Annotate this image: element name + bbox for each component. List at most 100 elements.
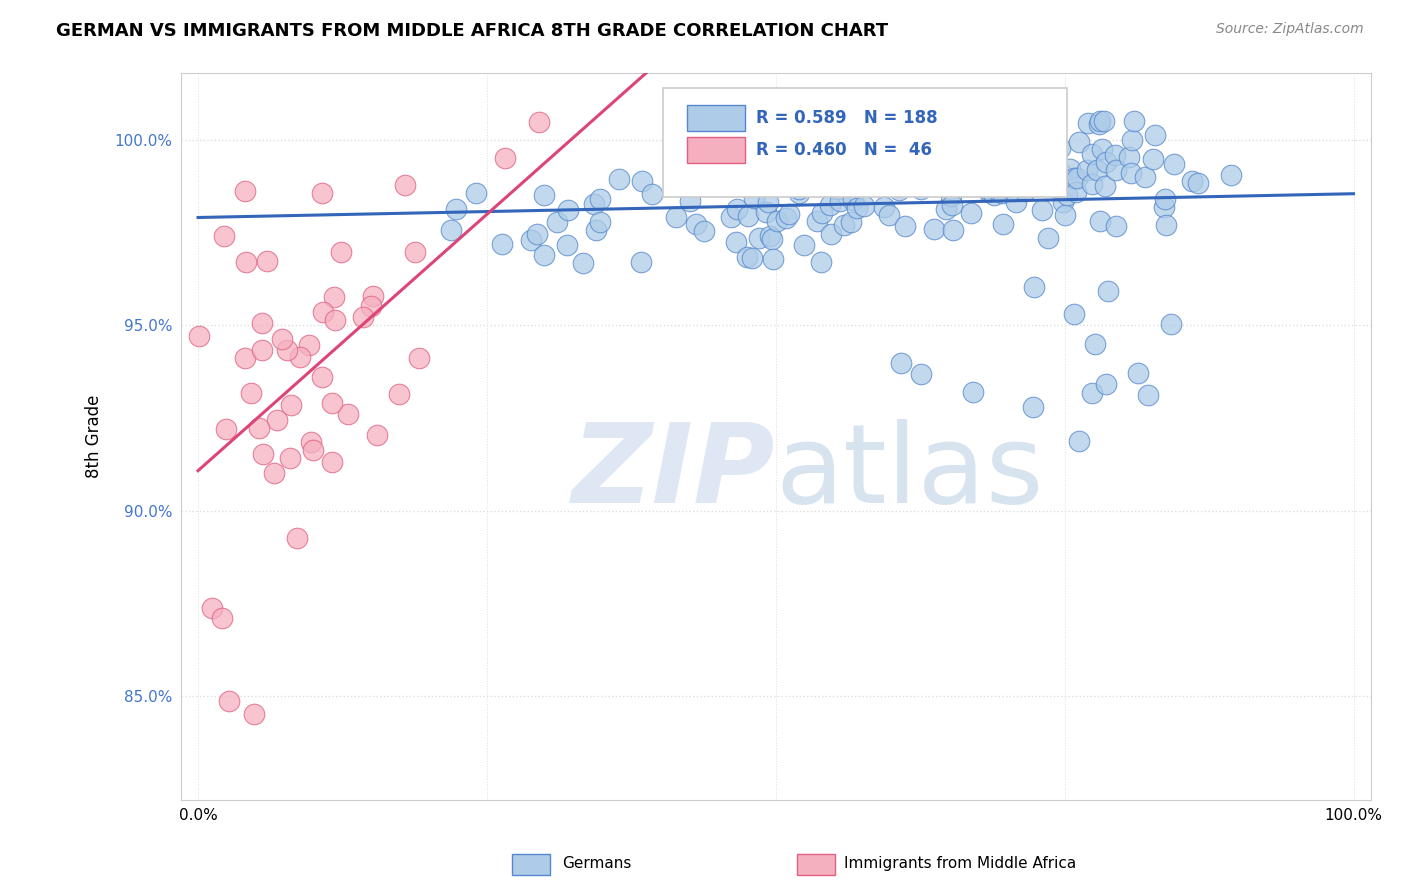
Point xyxy=(769,166,792,180)
Point xyxy=(962,384,984,399)
Point xyxy=(765,169,787,184)
Point xyxy=(991,186,1014,200)
Point xyxy=(983,187,1005,202)
Point xyxy=(1095,376,1118,391)
Point xyxy=(986,171,1008,186)
Point xyxy=(839,215,862,229)
Point xyxy=(741,251,763,265)
Point xyxy=(1144,128,1167,142)
Point xyxy=(280,398,302,412)
Text: Source: ZipAtlas.com: Source: ZipAtlas.com xyxy=(1216,22,1364,37)
Point xyxy=(1019,162,1042,177)
Point xyxy=(588,214,610,228)
Point xyxy=(1219,168,1241,182)
Point xyxy=(873,200,896,214)
Point xyxy=(583,197,606,211)
Point xyxy=(201,601,224,615)
Point xyxy=(1063,307,1085,321)
Point xyxy=(889,183,911,197)
Point xyxy=(685,217,707,231)
Point xyxy=(1050,167,1073,181)
Point xyxy=(288,351,311,365)
Point xyxy=(759,229,782,244)
Point xyxy=(585,223,607,237)
Point xyxy=(298,338,321,352)
Point xyxy=(748,230,770,244)
Text: R = 0.460   N =  46: R = 0.460 N = 46 xyxy=(755,141,932,159)
Point xyxy=(526,227,548,241)
Point xyxy=(1118,150,1140,164)
Point xyxy=(1135,169,1157,184)
Point xyxy=(725,235,748,249)
Point xyxy=(799,162,821,177)
Point xyxy=(755,205,778,219)
Point xyxy=(1153,200,1175,214)
Text: ZIP: ZIP xyxy=(572,419,776,526)
Point xyxy=(404,244,426,259)
Point xyxy=(1026,174,1049,188)
Point xyxy=(1142,153,1164,167)
Point xyxy=(991,217,1014,231)
Point xyxy=(932,179,955,194)
Point xyxy=(960,205,983,219)
Point xyxy=(1036,231,1059,245)
Point xyxy=(787,182,810,196)
Point xyxy=(725,202,748,217)
Point xyxy=(1088,117,1111,131)
Point xyxy=(439,223,461,237)
Point xyxy=(932,170,955,185)
Point xyxy=(366,428,388,442)
Point xyxy=(876,175,898,189)
Point xyxy=(720,169,742,184)
Point xyxy=(1069,135,1091,149)
Text: Immigrants from Middle Africa: Immigrants from Middle Africa xyxy=(844,856,1076,871)
Point xyxy=(312,305,335,319)
Point xyxy=(352,310,374,325)
Point xyxy=(256,253,278,268)
Point xyxy=(336,407,359,421)
Text: R = 0.589   N = 188: R = 0.589 N = 188 xyxy=(755,109,938,127)
Point xyxy=(388,386,411,401)
Point xyxy=(235,184,257,198)
Point xyxy=(1042,178,1064,193)
Point xyxy=(718,178,741,192)
Point xyxy=(1043,177,1066,191)
Point xyxy=(630,254,652,268)
Point xyxy=(276,343,298,357)
Text: GERMAN VS IMMIGRANTS FROM MIDDLE AFRICA 8TH GRADE CORRELATION CHART: GERMAN VS IMMIGRANTS FROM MIDDLE AFRICA … xyxy=(56,22,889,40)
Point xyxy=(1054,209,1077,223)
Point xyxy=(250,316,273,330)
Point xyxy=(941,189,963,203)
Point xyxy=(571,255,593,269)
Point xyxy=(1066,171,1088,186)
Point xyxy=(1136,388,1159,402)
Point xyxy=(1024,280,1046,294)
Point xyxy=(934,149,956,163)
Point xyxy=(641,186,664,201)
Point xyxy=(710,161,733,175)
Point xyxy=(533,188,555,202)
Point xyxy=(301,442,323,457)
Point xyxy=(1091,142,1114,156)
Point xyxy=(464,186,486,200)
Point xyxy=(1026,172,1049,186)
Point xyxy=(263,466,285,480)
Point xyxy=(1088,114,1111,128)
Point xyxy=(394,178,416,193)
Point xyxy=(494,151,516,165)
Point xyxy=(1008,174,1031,188)
Point xyxy=(1007,163,1029,178)
Point xyxy=(910,367,932,381)
Point xyxy=(631,174,654,188)
Point xyxy=(880,162,903,177)
Point xyxy=(900,174,922,188)
Point xyxy=(785,167,807,181)
Point xyxy=(679,161,702,176)
Point xyxy=(1022,146,1045,161)
Point xyxy=(299,434,322,449)
Point xyxy=(215,422,238,436)
Point xyxy=(446,202,468,216)
Point xyxy=(828,194,851,208)
Point xyxy=(1049,141,1071,155)
Point xyxy=(815,125,838,139)
